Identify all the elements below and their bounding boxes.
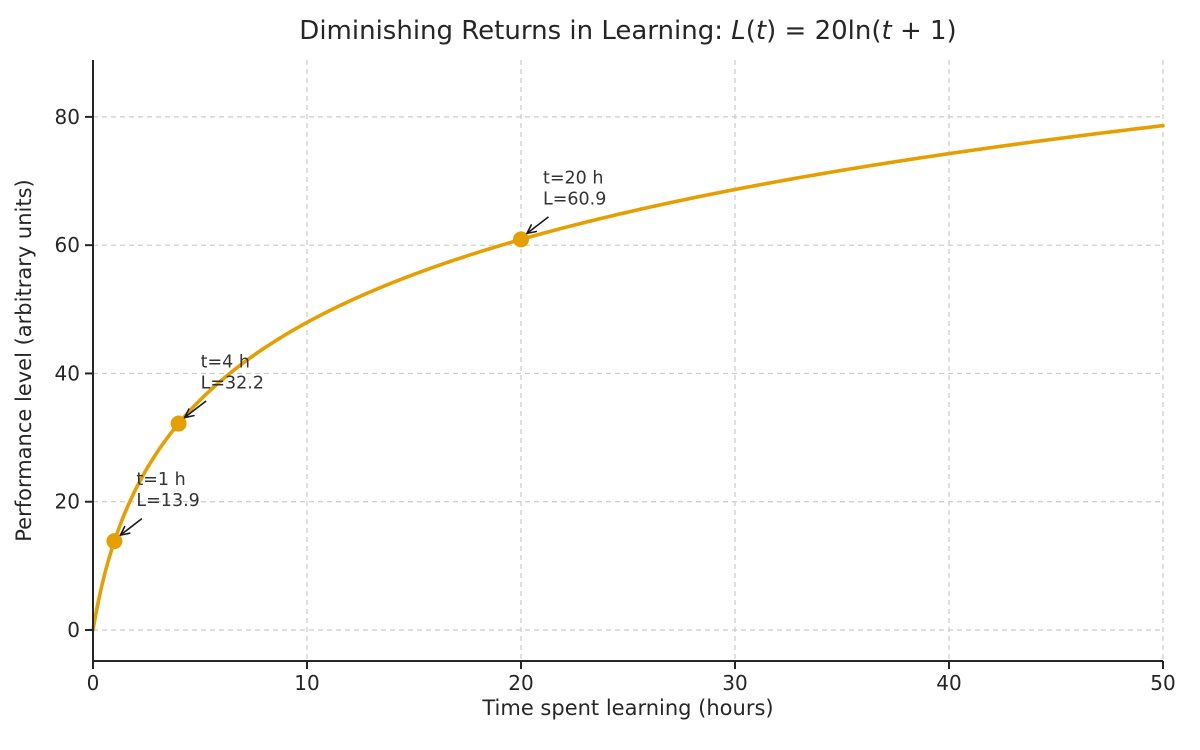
y-tick-label: 20 xyxy=(55,490,80,514)
annotation-label: t=4 h xyxy=(201,353,250,373)
title-math-segment: L xyxy=(731,16,746,46)
annotation-arrowhead xyxy=(119,532,131,536)
annotation-label: L=60.9 xyxy=(543,189,606,209)
annotation-arrow xyxy=(526,216,549,235)
x-tick-label: 50 xyxy=(1150,671,1175,695)
y-tick-label: 40 xyxy=(55,361,80,385)
annotation-arrowhead xyxy=(119,525,126,536)
title-text-segment: ) = 20ln( xyxy=(766,16,882,46)
x-tick-label: 10 xyxy=(294,671,319,695)
annotation-label: t=20 h xyxy=(543,168,603,188)
x-tick-label: 30 xyxy=(722,671,747,695)
x-tick-label: 40 xyxy=(936,671,961,695)
annotation-label: t=1 h xyxy=(136,470,185,490)
title-math-segment: t xyxy=(755,16,767,46)
chart-title: Diminishing Returns in Learning: L(t) = … xyxy=(93,16,1163,46)
y-axis-label: Performance level (arbitrary units) xyxy=(12,179,36,542)
title-text-segment: + 1) xyxy=(891,16,957,46)
learning-curve xyxy=(91,123,1165,632)
annotation-arrow xyxy=(119,517,143,536)
title-text-segment: ( xyxy=(745,16,756,46)
data-point-marker xyxy=(513,231,529,248)
annotation-arrowhead xyxy=(183,408,190,419)
y-tick-label: 60 xyxy=(55,233,80,257)
annotation-arrowhead xyxy=(526,230,538,235)
x-axis-label: Time spent learning (hours) xyxy=(481,696,773,720)
annotation-arrowhead xyxy=(183,414,195,419)
title-math-segment: t xyxy=(881,16,892,46)
data-point-marker xyxy=(106,533,123,550)
title-text-segment: Diminishing Returns in Learning: xyxy=(299,16,732,46)
y-tick-label: 0 xyxy=(67,618,80,642)
annotation-label: L=13.9 xyxy=(136,491,199,511)
annotation-arrowhead xyxy=(526,224,533,235)
x-tick-label: 0 xyxy=(87,671,100,695)
data-point-marker xyxy=(170,415,187,432)
y-tick-label: 80 xyxy=(55,105,80,129)
annotation-arrow xyxy=(184,400,207,419)
x-tick-label: 20 xyxy=(508,671,533,695)
annotation-label: L=32.2 xyxy=(201,374,264,394)
